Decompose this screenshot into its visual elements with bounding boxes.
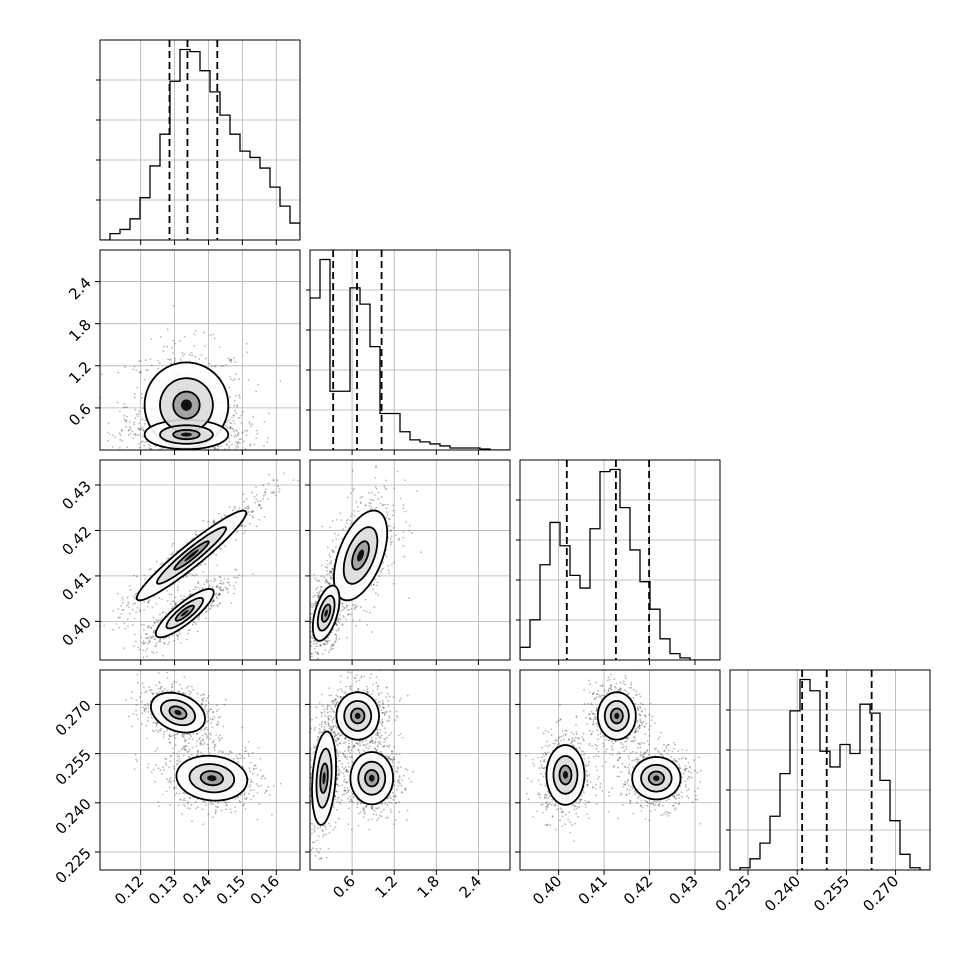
panel-frame bbox=[99, 39, 301, 241]
x-tick-label: 0.16 bbox=[247, 872, 283, 908]
density-peak bbox=[174, 710, 182, 716]
panel-frame bbox=[99, 669, 301, 871]
panel-background bbox=[310, 250, 510, 450]
histogram-bars bbox=[310, 258, 510, 450]
panel-content bbox=[100, 460, 300, 660]
histogram-bars bbox=[730, 678, 930, 870]
panel-3-0 bbox=[95, 669, 301, 875]
panel-background bbox=[100, 40, 300, 240]
density-peak bbox=[614, 712, 620, 719]
x-tick-label: 0.43 bbox=[665, 872, 701, 908]
histogram-bars bbox=[520, 468, 720, 660]
density-peak bbox=[184, 549, 199, 562]
panel-1-1 bbox=[306, 249, 511, 455]
y-tick-label: 0.42 bbox=[58, 523, 94, 559]
density-peak bbox=[324, 609, 328, 617]
x-tick-label: 0.42 bbox=[620, 872, 656, 908]
panel-content bbox=[730, 670, 930, 870]
x-tick-label: 0.225 bbox=[712, 872, 755, 915]
panel-1-0 bbox=[95, 249, 301, 455]
density-peak bbox=[563, 771, 568, 779]
panel-frame bbox=[309, 249, 511, 451]
density-peak bbox=[368, 774, 375, 782]
y-tick-label: 0.255 bbox=[52, 746, 95, 789]
x-tick-label: 1.2 bbox=[371, 872, 401, 902]
y-tick-label: 2.4 bbox=[65, 274, 95, 304]
x-tick-label: 0.40 bbox=[529, 872, 565, 908]
panel-frame bbox=[309, 459, 511, 661]
y-tick-label: 1.2 bbox=[65, 358, 95, 388]
panel-content bbox=[310, 460, 510, 660]
panel-content bbox=[520, 670, 720, 870]
panel-frame bbox=[309, 669, 511, 871]
panel-content bbox=[100, 40, 300, 240]
density-peak bbox=[357, 549, 364, 562]
x-tick-label: 2.4 bbox=[456, 872, 486, 902]
x-tick-label: 0.6 bbox=[329, 872, 359, 902]
panel-content bbox=[100, 670, 300, 870]
panel-content bbox=[310, 670, 510, 870]
panel-frame bbox=[519, 669, 721, 871]
x-tick-label: 0.12 bbox=[111, 872, 147, 908]
y-tick-label: 0.43 bbox=[58, 477, 94, 513]
panel-background bbox=[310, 670, 510, 870]
y-tick-label: 0.6 bbox=[65, 400, 95, 430]
y-tick-label: 0.225 bbox=[52, 844, 95, 887]
panel-3-2 bbox=[515, 669, 721, 875]
panel-frame bbox=[99, 459, 301, 661]
panel-3-3 bbox=[726, 669, 931, 875]
density-peak bbox=[207, 775, 217, 782]
density-peak bbox=[180, 399, 192, 411]
x-tick-label: 0.41 bbox=[575, 872, 611, 908]
x-tick-label: 0.240 bbox=[761, 872, 804, 915]
x-tick-label: 0.15 bbox=[213, 872, 249, 908]
x-tick-label: 0.13 bbox=[145, 872, 181, 908]
density-peak bbox=[322, 772, 326, 785]
panel-frame bbox=[99, 249, 301, 451]
x-tick-label: 0.255 bbox=[810, 872, 853, 915]
x-tick-label: 0.14 bbox=[179, 872, 215, 908]
y-tick-label: 0.41 bbox=[58, 568, 94, 604]
y-tick-label: 0.240 bbox=[52, 795, 95, 838]
panel-content bbox=[520, 460, 720, 660]
density-peak bbox=[653, 775, 660, 781]
panel-2-0 bbox=[95, 459, 301, 665]
panel-2-2 bbox=[516, 459, 721, 665]
density-peak bbox=[180, 610, 189, 617]
histogram-bars bbox=[100, 48, 300, 240]
y-tick-label: 1.8 bbox=[65, 316, 95, 346]
density-peak bbox=[180, 432, 192, 437]
panel-0-0 bbox=[96, 39, 301, 245]
panel-frame bbox=[519, 459, 721, 661]
panel-content bbox=[310, 250, 510, 450]
y-tick-label: 0.270 bbox=[52, 697, 95, 740]
panel-background bbox=[730, 670, 930, 870]
panel-frame bbox=[729, 669, 931, 871]
panel-content bbox=[100, 250, 300, 450]
density-peak bbox=[354, 712, 361, 719]
panel-2-1 bbox=[305, 459, 511, 665]
panel-3-1 bbox=[305, 669, 511, 875]
x-tick-label: 0.270 bbox=[859, 872, 902, 915]
x-tick-label: 1.8 bbox=[414, 872, 444, 902]
y-tick-label: 0.40 bbox=[58, 613, 94, 649]
